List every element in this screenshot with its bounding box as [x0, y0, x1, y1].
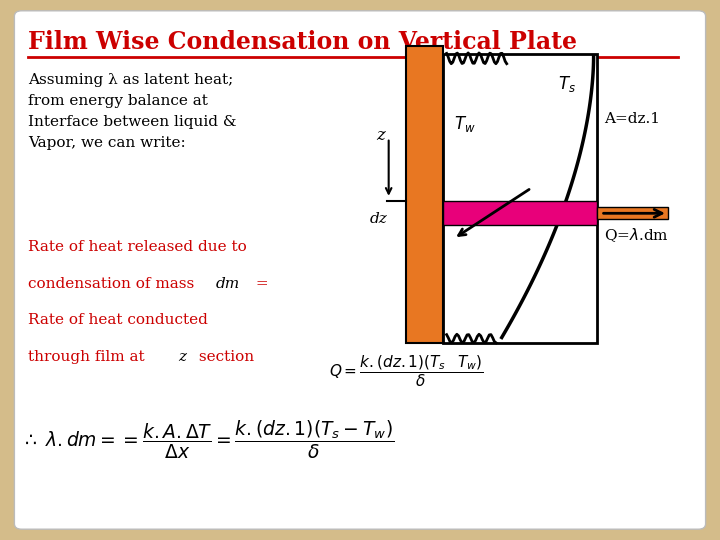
Text: Assuming λ as latent heat;
from energy balance at
Interface between liquid &
Vap: Assuming λ as latent heat; from energy b… — [28, 73, 237, 150]
Text: $\therefore \;\lambda.dm ==\dfrac{k.A.\Delta T}{\Delta x} = \dfrac{k.(dz.1)(T_s : $\therefore \;\lambda.dm ==\dfrac{k.A.\D… — [21, 418, 395, 461]
Text: through film at: through film at — [28, 350, 150, 364]
Text: section: section — [194, 350, 254, 364]
Text: Q=$\lambda$.dm: Q=$\lambda$.dm — [604, 226, 669, 244]
Text: A=dz.1: A=dz.1 — [604, 112, 660, 126]
Text: Rate of heat released due to: Rate of heat released due to — [28, 240, 247, 254]
Text: dm: dm — [215, 277, 240, 291]
Bar — [406, 46, 443, 343]
Text: condensation of mass: condensation of mass — [28, 277, 199, 291]
Text: Film Wise Condensation on Vertical Plate: Film Wise Condensation on Vertical Plate — [28, 30, 577, 53]
Text: $Q = \dfrac{k.(dz.1)(T_s \;\;\; T_w)}{\delta}$: $Q = \dfrac{k.(dz.1)(T_s \;\;\; T_w)}{\d… — [328, 354, 483, 389]
Text: $T_s$: $T_s$ — [558, 73, 576, 94]
Text: $T_w$: $T_w$ — [454, 114, 475, 134]
Bar — [443, 54, 597, 343]
Text: Rate of heat conducted: Rate of heat conducted — [28, 313, 208, 327]
Text: z: z — [376, 126, 384, 144]
Text: z: z — [178, 350, 186, 364]
Bar — [597, 207, 668, 219]
Bar — [443, 201, 597, 225]
Text: dz: dz — [370, 212, 387, 226]
Text: =: = — [251, 277, 269, 291]
